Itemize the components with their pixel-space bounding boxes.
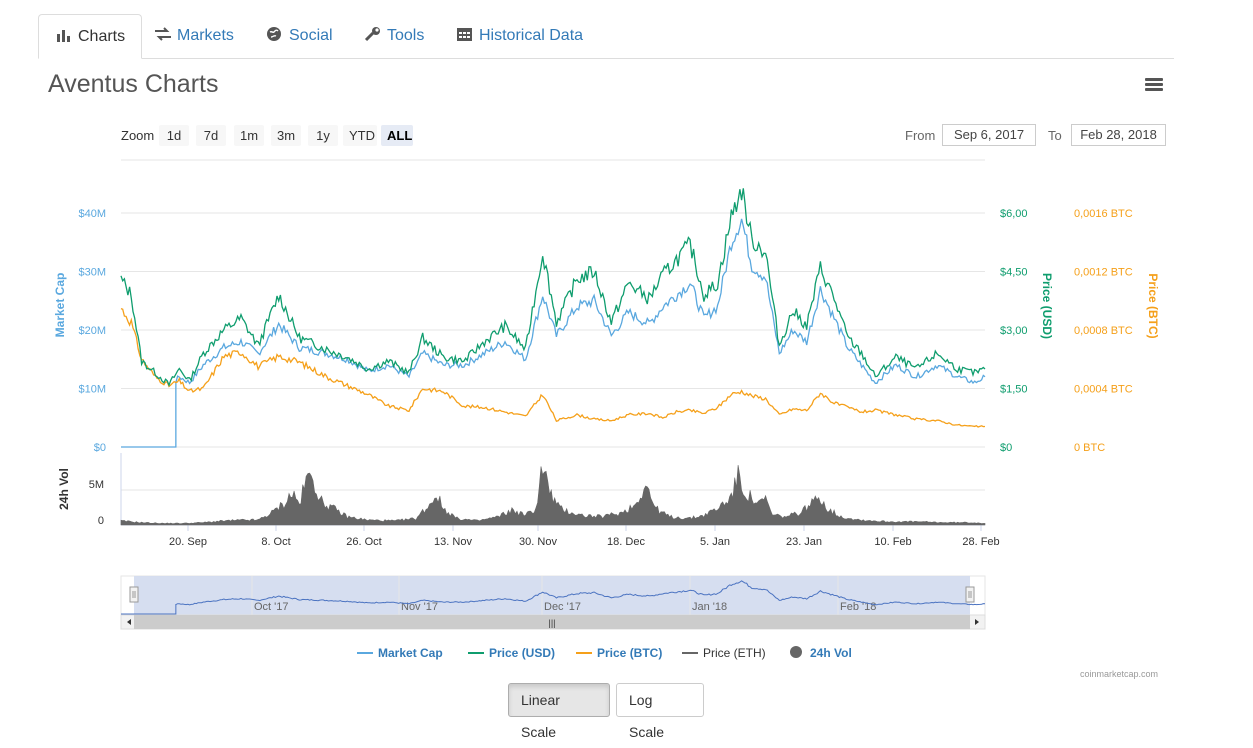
bar-chart-icon — [57, 30, 70, 42]
tab-label: Historical Data — [479, 27, 584, 44]
scrollbar-left-arrow-icon — [127, 619, 131, 625]
market-cap-tick-label: $10M — [78, 384, 106, 396]
market-cap-axis-title: Market Cap — [53, 273, 67, 338]
zoom-ytd-button[interactable]: YTD — [343, 125, 377, 146]
price-btc-tick-label: 0 BTC — [1074, 442, 1105, 454]
market-cap-tick-label: $30M — [78, 267, 106, 279]
page-title: Aventus Charts — [48, 70, 219, 98]
volume-axis-title: 24h Vol — [57, 468, 71, 510]
x-tick-label: 13. Nov — [434, 536, 472, 548]
legend-item: Price (BTC) — [597, 646, 662, 660]
price-usd-tick-label: $0 — [1000, 442, 1012, 454]
price-btc-tick-label: 0,0004 BTC — [1074, 384, 1133, 396]
market-cap-tick-label: $0 — [94, 442, 106, 454]
globe-icon — [267, 27, 281, 41]
navigator-tick-label: Jan '18 — [692, 601, 727, 613]
linear-scale-button[interactable]: Linear Scale — [508, 683, 610, 740]
price-btc-tick-label: 0,0016 BTC — [1074, 208, 1133, 220]
navigator-tick-label: Dec '17 — [544, 601, 581, 613]
x-tick-label: 18. Dec — [607, 536, 645, 548]
range-from-input[interactable]: Sep 6, 2017 — [942, 124, 1036, 146]
navigator-handle — [129, 586, 139, 603]
navigator-tick-label: Oct '17 — [254, 601, 289, 613]
range-to-input[interactable]: Feb 28, 2018 — [1071, 124, 1166, 146]
navigator-tick-label: Feb '18 — [840, 601, 876, 613]
wrench-icon — [364, 27, 380, 42]
log-scale-button[interactable]: Log Scale — [616, 683, 704, 740]
zoom-1m-button[interactable]: 1m — [234, 125, 264, 146]
navigator-tick-label: Nov '17 — [401, 601, 438, 613]
market-cap-tick-label: $40M — [78, 208, 106, 220]
calendar-icon — [457, 28, 472, 41]
tab-label: Social — [289, 27, 333, 44]
x-tick-label: 28. Feb — [962, 536, 999, 548]
legend-item: Price (ETH) — [703, 646, 766, 660]
price-usd-tick-label: $4,50 — [1000, 267, 1028, 279]
zoom-label: Zoom — [121, 128, 155, 143]
legend-marker — [790, 646, 802, 658]
x-tick-label: 20. Sep — [169, 536, 207, 548]
tab-historical-data[interactable]: Historical Data — [440, 14, 599, 57]
hamburger-menu-icon[interactable] — [1145, 78, 1163, 92]
volume-tick-label: 5M — [89, 479, 104, 491]
x-tick-label: 23. Jan — [786, 536, 822, 548]
zoom-1y-button[interactable]: 1y — [308, 125, 338, 146]
tab-label: Markets — [177, 27, 234, 44]
credits-link[interactable]: coinmarketcap.com — [1080, 669, 1159, 679]
tab-label: Charts — [78, 28, 126, 45]
x-tick-label: 10. Feb — [874, 536, 911, 548]
zoom-all-button[interactable]: ALL — [381, 125, 413, 146]
tab-social[interactable]: Social — [250, 14, 349, 57]
tab-charts[interactable]: Charts — [38, 14, 143, 59]
price-btc-line — [120, 307, 986, 428]
navigator-series-line — [121, 580, 986, 615]
price-btc-axis-title: Price (BTC) — [1146, 273, 1160, 338]
range-from-label: From — [905, 128, 936, 143]
volume-tick-label: 0 — [98, 515, 104, 527]
tab-markets[interactable]: Markets — [138, 14, 250, 57]
market-cap-line — [121, 218, 986, 448]
zoom-1d-button[interactable]: 1d — [159, 125, 189, 146]
market-cap-tick-label: $20M — [78, 325, 106, 337]
zoom-7d-button[interactable]: 7d — [196, 125, 226, 146]
price-usd-line — [120, 188, 986, 388]
legend-item: Price (USD) — [489, 646, 555, 660]
price-usd-tick-label: $3,00 — [1000, 325, 1028, 337]
range-to-label: To — [1048, 128, 1062, 143]
price-usd-axis-title: Price (USD) — [1040, 273, 1054, 339]
price-usd-tick-label: $1,50 — [1000, 384, 1028, 396]
tab-label: Tools — [387, 27, 425, 44]
exchange-icon — [155, 27, 171, 41]
x-tick-label: 5. Jan — [700, 536, 730, 548]
legend-item: 24h Vol — [810, 646, 852, 660]
x-tick-label: 26. Oct — [346, 536, 381, 548]
legend-item: Market Cap — [378, 646, 443, 660]
tab-tools[interactable]: Tools — [348, 14, 440, 57]
price-btc-tick-label: 0,0008 BTC — [1074, 325, 1133, 337]
scrollbar-thumb — [134, 615, 970, 629]
tab-bar: Charts Markets Social Tools Historical D… — [38, 14, 1174, 59]
price-usd-tick-label: $6,00 — [1000, 208, 1028, 220]
navigator-handle — [965, 586, 975, 603]
scrollbar-grip: ||| — [548, 618, 555, 628]
zoom-3m-button[interactable]: 3m — [271, 125, 301, 146]
scrollbar-right-arrow-icon — [975, 619, 979, 625]
x-tick-label: 30. Nov — [519, 536, 557, 548]
x-tick-label: 8. Oct — [261, 536, 290, 548]
volume-area — [120, 464, 986, 526]
price-btc-tick-label: 0,0012 BTC — [1074, 267, 1133, 279]
